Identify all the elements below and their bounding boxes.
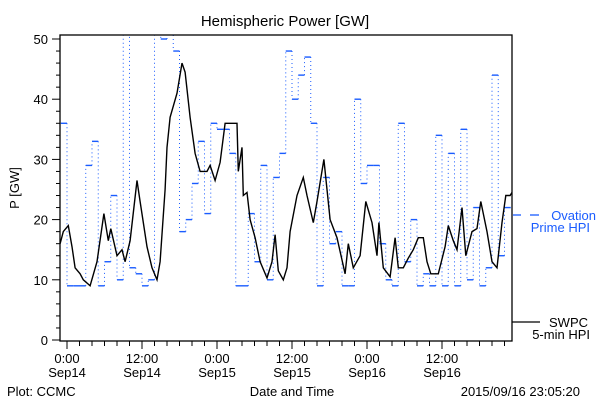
x-tick-time-label: 12:00 <box>276 351 309 366</box>
y-tick-label: 50 <box>34 32 48 47</box>
x-tick-time-label: 0:00 <box>204 351 229 366</box>
y-tick-label: 30 <box>34 152 48 167</box>
swpc-series <box>60 62 512 288</box>
x-tick-date-label: Sep14 <box>48 365 86 380</box>
y-tick-label: 10 <box>34 273 48 288</box>
chart-title: Hemispheric Power [GW] <box>201 13 369 30</box>
swpc-line <box>60 62 512 288</box>
x-tick-date-label: Sep15 <box>198 365 236 380</box>
plot-frame <box>59 34 513 342</box>
y-tick-label: 0 <box>41 333 48 348</box>
legend-swpc-line2: 5-min HPI <box>532 327 590 342</box>
plot-timestamp: 2015/09/16 23:05:20 <box>461 384 580 399</box>
x-axis: 0:00Sep1412:00Sep140:00Sep1512:00Sep150:… <box>48 341 505 380</box>
legend-swpc: SWPC 5-min HPI <box>512 315 590 342</box>
x-tick-date-label: Sep16 <box>348 365 386 380</box>
legend-ovation-line1: Ovation <box>551 208 596 223</box>
x-tick-date-label: Sep16 <box>423 365 461 380</box>
legend-ovation-line2: Prime HPI <box>531 220 590 235</box>
y-tick-label: 40 <box>34 92 48 107</box>
x-tick-date-label: Sep15 <box>273 365 311 380</box>
x-tick-time-label: 12:00 <box>426 351 459 366</box>
y-axis: 0 10 20 30 40 50 <box>34 32 60 348</box>
y-axis-label: P [GW] <box>7 167 22 209</box>
y-tick-label: 20 <box>34 213 48 228</box>
x-tick-time-label: 12:00 <box>126 351 159 366</box>
x-tick-time-label: 0:00 <box>354 351 379 366</box>
x-tick-date-label: Sep14 <box>123 365 161 380</box>
x-tick-time-label: 0:00 <box>54 351 79 366</box>
legend-ovation: Ovation Prime HPI <box>513 208 596 235</box>
legend-swpc-line1: SWPC <box>549 315 588 330</box>
plot-credit: Plot: CCMC <box>7 384 76 399</box>
ovation-series <box>60 35 511 287</box>
x-axis-label: Date and Time <box>250 384 335 399</box>
